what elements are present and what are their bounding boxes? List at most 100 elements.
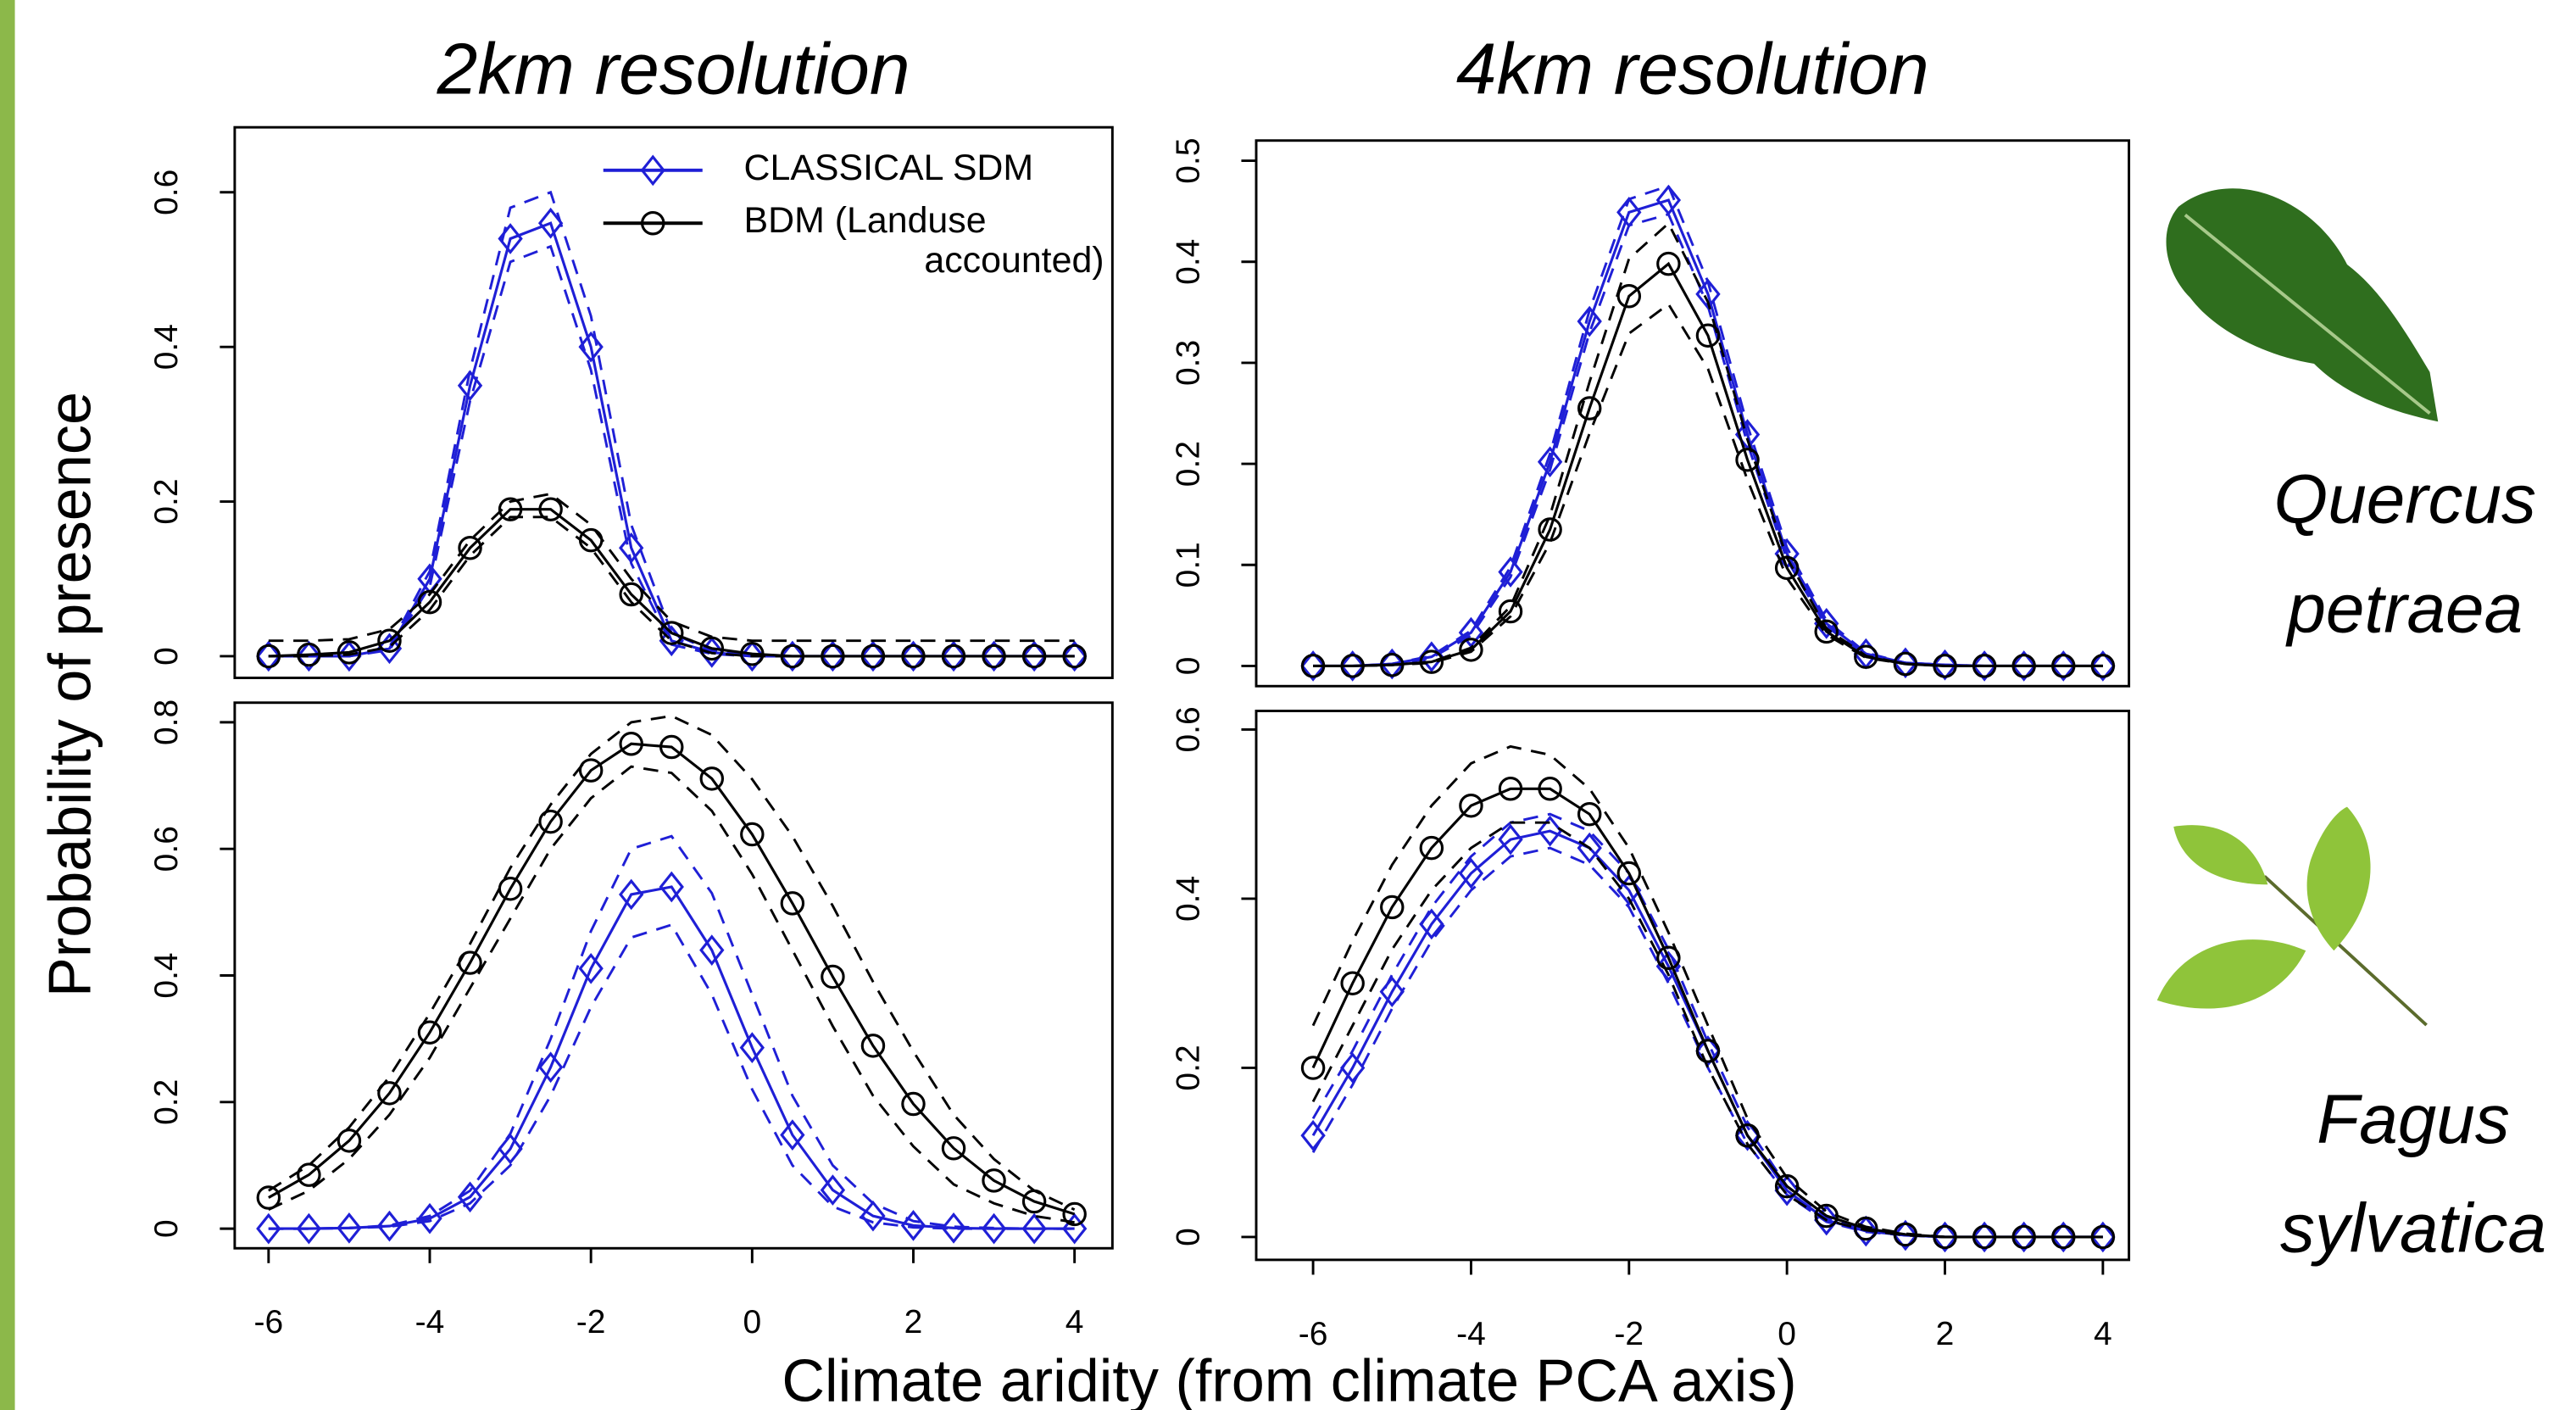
- y-tick-label: 0.2: [1170, 441, 1206, 487]
- series-line: [268, 885, 1075, 1230]
- x-tick-label: -6: [253, 1304, 283, 1340]
- diamond-marker: [739, 1032, 765, 1063]
- x-tick-label: 4: [1065, 1304, 1084, 1340]
- circle-marker: [1340, 971, 1365, 995]
- diamond-marker: [860, 1200, 886, 1232]
- circle-marker: [619, 732, 643, 756]
- y-tick-label: 0.2: [148, 478, 185, 524]
- diamond-marker: [1537, 446, 1563, 478]
- circle-marker: [982, 1168, 1006, 1193]
- diamond-marker: [1577, 305, 1602, 337]
- circle-marker: [1656, 945, 1681, 971]
- diamond-marker: [981, 1212, 1007, 1245]
- diamond-marker: [296, 640, 322, 672]
- circle-marker: [2011, 654, 2036, 678]
- circle-marker: [337, 1129, 362, 1153]
- circle-marker: [1774, 1173, 1800, 1199]
- diamond-marker: [1379, 648, 1405, 680]
- diamond-marker: [699, 637, 725, 668]
- x-tick-label: 4: [2094, 1316, 2112, 1352]
- beech-leaves: [2156, 806, 2428, 1027]
- circle-marker: [1300, 1056, 1326, 1080]
- circle-marker: [1933, 654, 1957, 678]
- diamond-marker: [457, 1181, 483, 1213]
- circle-marker: [1616, 861, 1642, 886]
- x-tick-label: -4: [1456, 1316, 1486, 1352]
- circle-marker: [1893, 1222, 1918, 1247]
- diamond-marker: [376, 1210, 403, 1242]
- circle-marker: [2051, 654, 2076, 678]
- circle-marker: [1380, 652, 1405, 677]
- circle-marker: [1616, 284, 1642, 309]
- circle-marker: [1577, 396, 1602, 421]
- circle-marker: [821, 644, 845, 669]
- x-tick-label: 0: [1778, 1316, 1796, 1352]
- circle-marker: [377, 1081, 402, 1106]
- circle-marker: [1854, 644, 1878, 669]
- y-tick-label: 0.2: [1170, 1045, 1206, 1090]
- circle-marker: [780, 891, 805, 916]
- circle-marker: [1021, 1189, 1047, 1214]
- series-line: [1311, 787, 2103, 1239]
- diamond-marker: [537, 1051, 564, 1084]
- circle-marker: [619, 582, 643, 607]
- x-tick-label: 2: [904, 1304, 923, 1340]
- circle-marker: [1854, 1216, 1878, 1241]
- diamond-marker: [1655, 950, 1682, 983]
- species-label: Quercus petraea: [2274, 460, 2537, 647]
- circle-marker: [860, 1034, 886, 1058]
- plot-frame: [233, 701, 1114, 1250]
- diamond-marker: [1379, 976, 1405, 1008]
- x-tick-label: -2: [1614, 1316, 1644, 1352]
- legend-label: BDM (Landuse accounted): [743, 201, 1104, 281]
- circle-marker: [1972, 654, 1997, 678]
- circle-marker: [821, 964, 845, 989]
- circle-marker: [2090, 654, 2116, 678]
- circle-marker: [901, 644, 926, 669]
- diamond-marker: [1300, 1119, 1326, 1151]
- circle-marker: [498, 876, 523, 901]
- circle-marker: [256, 1185, 281, 1210]
- diamond-marker: [1340, 650, 1366, 682]
- circle-marker: [1695, 323, 1721, 348]
- series-line: [1313, 261, 2103, 667]
- circle-marker: [417, 589, 442, 615]
- diamond-marker: [900, 1210, 926, 1241]
- circle-marker: [1021, 644, 1047, 669]
- series-line: [1313, 198, 2103, 667]
- circle-marker: [1735, 1123, 1760, 1148]
- diamond-marker: [780, 640, 805, 672]
- y-tick-label: 0: [1170, 1228, 1206, 1246]
- diamond-marker: [1893, 1219, 1918, 1251]
- circle-marker: [1814, 619, 1839, 644]
- diamond-marker: [457, 370, 483, 402]
- diamond-marker: [619, 878, 644, 911]
- circle-marker: [659, 734, 684, 760]
- band-line: [268, 190, 1075, 658]
- diamond-marker: [337, 1212, 362, 1244]
- band-line: [1313, 184, 2103, 667]
- diamond-marker: [780, 1119, 805, 1151]
- diamond-marker: [1932, 1221, 1958, 1253]
- panel: 0 0.2 0.4 0.6 -6 -4 -2 0 2 4: [1170, 706, 2131, 1352]
- x-tick-label: -6: [1299, 1316, 1328, 1352]
- circle-marker: [1498, 777, 1523, 801]
- plot-frame: [1255, 710, 2131, 1262]
- diamond-marker: [1893, 647, 1918, 679]
- y-tick-label: 0: [148, 1219, 185, 1238]
- circle-marker: [1656, 251, 1681, 276]
- panel: 0 0.2 0.4 0.6 0.8 -6 -4 -2 0 2 4: [148, 699, 1114, 1340]
- circle-marker: [1735, 448, 1760, 472]
- circle-marker: [1695, 1039, 1721, 1063]
- y-axis-label: Probability of presence: [36, 392, 103, 997]
- diamond-marker: [820, 640, 846, 672]
- circle-marker: [2051, 1224, 2076, 1250]
- diamond-marker: [941, 1212, 966, 1244]
- panel: 2km resolution 0 0.2 0.4 0.6 CLASSICAL SDM BDM…: [148, 28, 1114, 679]
- diamond-marker: [1695, 1035, 1721, 1067]
- circle-marker: [297, 642, 321, 667]
- diamond-marker: [296, 1212, 322, 1245]
- x-tick-label: 0: [743, 1304, 761, 1340]
- diamond-marker: [640, 154, 665, 187]
- band-line: [1311, 744, 2103, 1239]
